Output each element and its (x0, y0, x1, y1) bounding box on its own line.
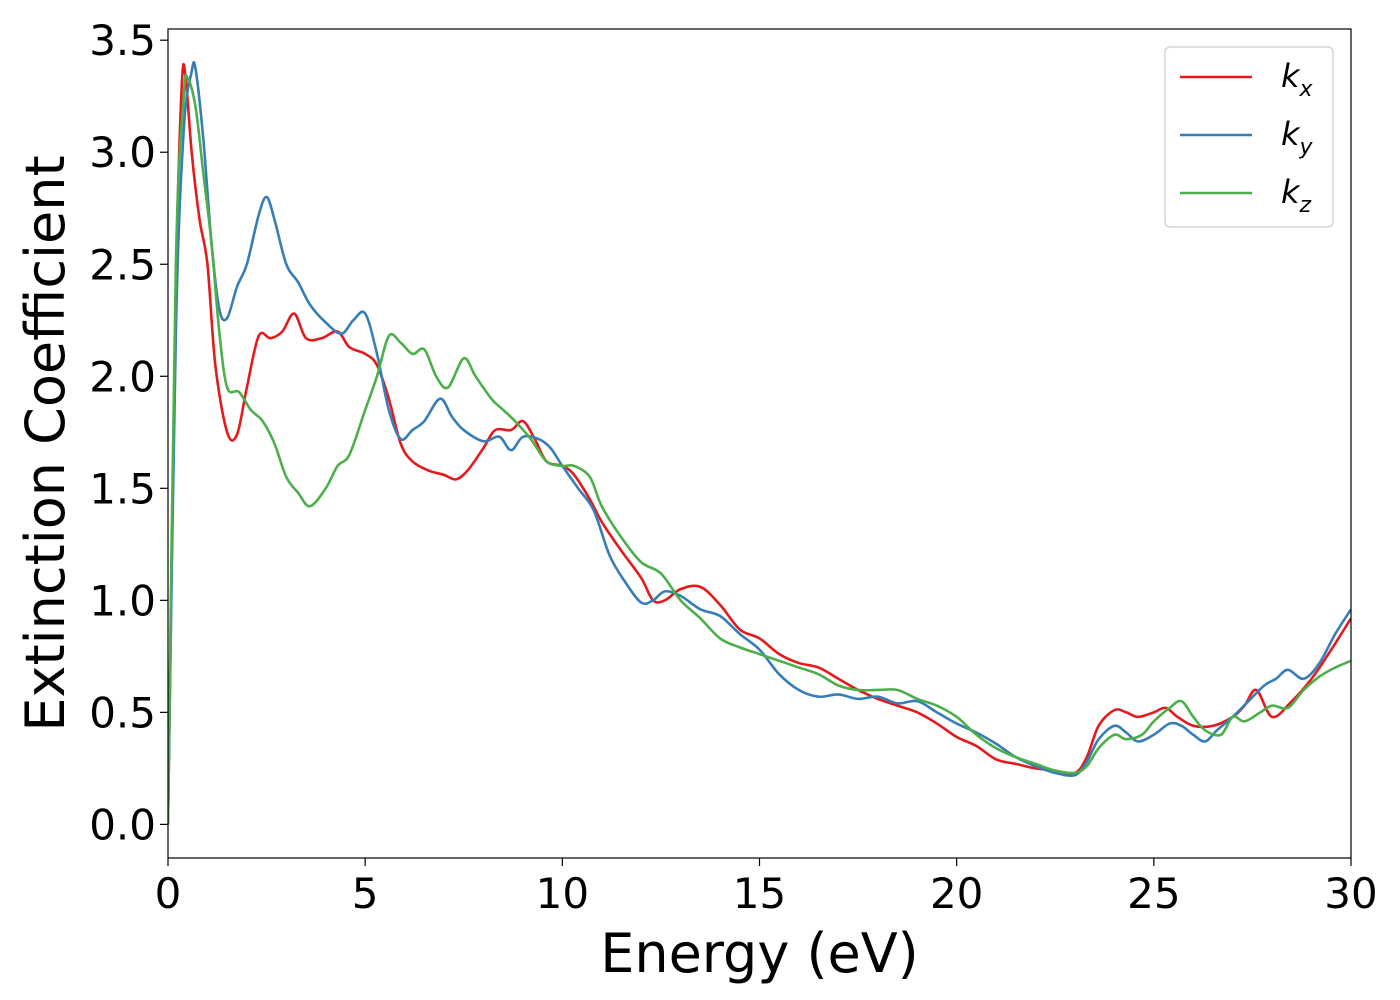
y-tick-label: 1.0 (89, 576, 156, 625)
legend-label-base: k (1281, 115, 1301, 153)
x-tick-label: 0 (155, 869, 182, 918)
legend-box (1164, 46, 1334, 228)
series-line-ky (168, 60, 1351, 825)
x-tick-label: 30 (1324, 869, 1377, 918)
series-line-kz (168, 73, 1351, 825)
legend-label-ky: ky (1281, 115, 1314, 160)
x-tick-label: 10 (536, 869, 589, 918)
legend-label-subscript: x (1299, 77, 1314, 102)
legend-label-base: k (1281, 57, 1301, 95)
y-tick-label: 2.0 (89, 352, 156, 401)
x-axis-title: Energy (eV) (600, 922, 919, 985)
y-tick-label: 3.0 (89, 128, 156, 177)
y-tick-label: 2.5 (89, 240, 156, 289)
legend-label-subscript: y (1299, 135, 1314, 160)
x-tick-label: 20 (930, 869, 983, 918)
y-tick-label: 3.5 (89, 16, 156, 65)
x-axis: 0 5 10 15 20 25 30 (155, 858, 1378, 918)
series-line-kx (168, 63, 1351, 825)
y-tick-label: 0.0 (89, 800, 156, 849)
x-tick-label: 15 (733, 869, 786, 918)
x-tick-label: 25 (1127, 869, 1180, 918)
y-tick-label: 0.5 (89, 688, 156, 737)
series-layer (168, 60, 1351, 825)
legend-label-base: k (1281, 173, 1301, 211)
y-axis-title: Extinction Coefficient (14, 155, 77, 731)
legend-label-kx: kx (1281, 57, 1314, 102)
x-tick-label: 5 (352, 869, 379, 918)
y-axis: 0.0 0.5 1.0 1.5 2.0 2.5 3.0 3.5 (89, 16, 168, 849)
legend-label-kz: kz (1281, 173, 1312, 218)
legend-label-subscript: z (1299, 193, 1312, 218)
y-tick-label: 1.5 (89, 464, 156, 513)
